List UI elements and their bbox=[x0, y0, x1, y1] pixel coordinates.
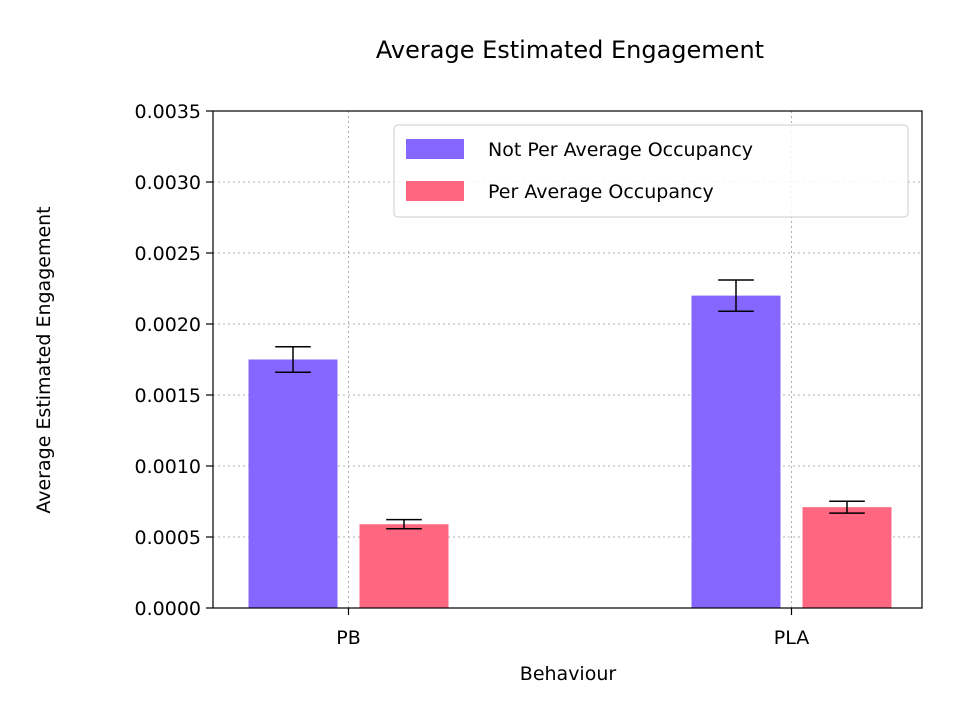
y-axis-label: Average Estimated Engagement bbox=[33, 206, 55, 513]
x-tick-label: PB bbox=[336, 627, 361, 649]
x-axis-ticks: PB PLA bbox=[336, 608, 809, 649]
legend: Not Per Average Occupancy Per Average Occ… bbox=[393, 124, 909, 218]
y-axis-ticks: 0.0000 0.0005 0.0010 0.0015 0.0020 0.0025 0.00… bbox=[135, 101, 213, 620]
legend-swatch bbox=[406, 181, 464, 201]
bar bbox=[691, 295, 781, 608]
x-axis-label: Behaviour bbox=[520, 663, 617, 685]
plot-frame bbox=[212, 110, 923, 609]
legend-swatch bbox=[406, 139, 464, 159]
y-tick-label: 0.0000 bbox=[135, 598, 201, 620]
y-tick-label: 0.0005 bbox=[135, 527, 201, 549]
y-tick-label: 0.0010 bbox=[135, 456, 201, 478]
y-tick-label: 0.0025 bbox=[135, 243, 201, 265]
legend-box bbox=[393, 124, 909, 218]
y-tick-label: 0.0035 bbox=[135, 101, 201, 123]
x-tick-label: PLA bbox=[774, 627, 809, 649]
chart-title: Average Estimated Engagement bbox=[376, 36, 764, 64]
bars bbox=[248, 295, 892, 608]
legend-label: Per Average Occupancy bbox=[488, 181, 714, 203]
legend-label: Not Per Average Occupancy bbox=[488, 139, 753, 161]
y-tick-label: 0.0020 bbox=[135, 314, 201, 336]
error-bars bbox=[275, 279, 865, 530]
bar bbox=[802, 507, 892, 608]
bar bbox=[359, 524, 449, 608]
y-tick-label: 0.0030 bbox=[135, 172, 201, 194]
y-tick-label: 0.0015 bbox=[135, 385, 201, 407]
bar bbox=[248, 359, 338, 608]
